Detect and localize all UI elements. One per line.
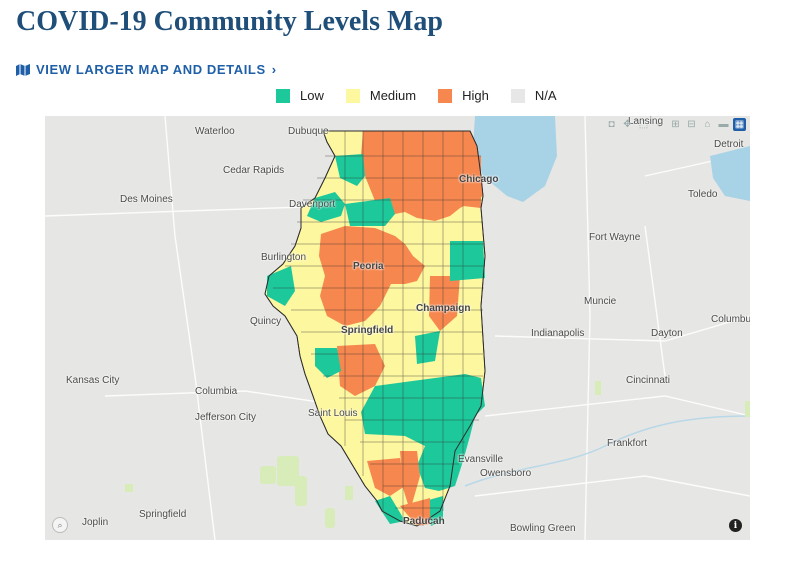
city-label: Toledo	[688, 189, 718, 200]
city-label: Saint Louis	[308, 408, 358, 419]
city-label: Jefferson City	[195, 412, 256, 423]
city-label: Chicago	[459, 174, 499, 185]
zoom-in-icon[interactable]: ⊞	[671, 119, 680, 130]
legend-label-na: N/A	[534, 88, 557, 103]
city-label: Peoria	[353, 261, 384, 272]
city-label: Des Moines	[120, 194, 173, 205]
view-larger-map-label: VIEW LARGER MAP AND DETAILS	[36, 62, 266, 77]
pan-icon[interactable]: ✥	[623, 119, 632, 130]
city-label: Bowling Green	[510, 523, 576, 534]
city-label: Dubuque	[288, 126, 329, 137]
city-label: Owensboro	[480, 468, 532, 479]
map-icon	[16, 63, 30, 76]
city-label: Joplin	[82, 517, 109, 528]
legend-label-high: High	[462, 88, 489, 103]
city-label: Davenport	[289, 199, 336, 210]
legend-item-na[interactable]: N/A	[510, 88, 557, 103]
community-levels-map[interactable]: Waterloo Dubuque Lansing Detroit Cedar R…	[45, 116, 750, 540]
plotly-logo-icon[interactable]: ▦	[733, 118, 746, 131]
map-basemap	[45, 116, 750, 540]
city-label: Champaign	[416, 303, 471, 314]
legend: Low Medium High N/A	[276, 88, 579, 103]
city-label: Quincy	[250, 316, 282, 327]
city-label: Burlington	[261, 252, 307, 263]
lasso-icon[interactable]: ◌	[656, 119, 663, 130]
home-icon[interactable]: ⌂	[704, 119, 711, 130]
camera-icon[interactable]: ◘	[608, 119, 615, 130]
city-label: Indianapolis	[531, 328, 585, 339]
lake-michigan	[473, 116, 557, 202]
city-label: Waterloo	[195, 126, 235, 137]
city-label: Fort Wayne	[589, 232, 641, 243]
zoom-out-icon[interactable]: ⊟	[687, 119, 696, 130]
city-label: Muncie	[584, 296, 617, 307]
chevron-right-icon: ›	[271, 62, 277, 77]
city-label: Paducah	[403, 516, 445, 527]
page-title: COVID-19 Community Levels Map	[16, 6, 443, 37]
legend-item-high[interactable]: High	[438, 88, 489, 103]
city-label: Springfield	[341, 325, 394, 336]
map-toolbar: ◘ ✥ ⬚ ◌ ⊞ ⊟ ⌂ ▬ ▦	[605, 118, 746, 131]
legend-label-low: Low	[300, 88, 324, 103]
legend-item-medium[interactable]: Medium	[345, 88, 417, 103]
reset-icon[interactable]: ▬	[718, 119, 729, 130]
city-label: Springfield	[139, 509, 187, 520]
legend-swatch-low	[276, 88, 290, 103]
city-label: Columbu	[711, 314, 750, 325]
zoom-search-icon[interactable]: ⌕	[52, 517, 68, 533]
city-label: Kansas City	[66, 375, 120, 386]
legend-item-low[interactable]: Low	[276, 88, 324, 103]
city-label: Columbia	[195, 386, 238, 397]
city-label: Frankfort	[607, 438, 648, 449]
legend-swatch-na	[510, 88, 525, 103]
legend-swatch-medium	[345, 88, 360, 103]
info-icon[interactable]: i	[729, 519, 742, 532]
box-select-icon[interactable]: ⬚	[638, 119, 649, 130]
city-label: Cedar Rapids	[223, 165, 285, 176]
view-larger-map-link[interactable]: VIEW LARGER MAP AND DETAILS ›	[16, 62, 277, 77]
city-label: Dayton	[651, 328, 683, 339]
legend-label-medium: Medium	[369, 88, 417, 103]
legend-swatch-high	[438, 88, 453, 103]
city-label: Cincinnati	[626, 375, 670, 386]
city-label: Lansing	[628, 116, 664, 127]
city-label: Detroit	[714, 139, 744, 150]
city-label: Evansville	[458, 454, 504, 465]
